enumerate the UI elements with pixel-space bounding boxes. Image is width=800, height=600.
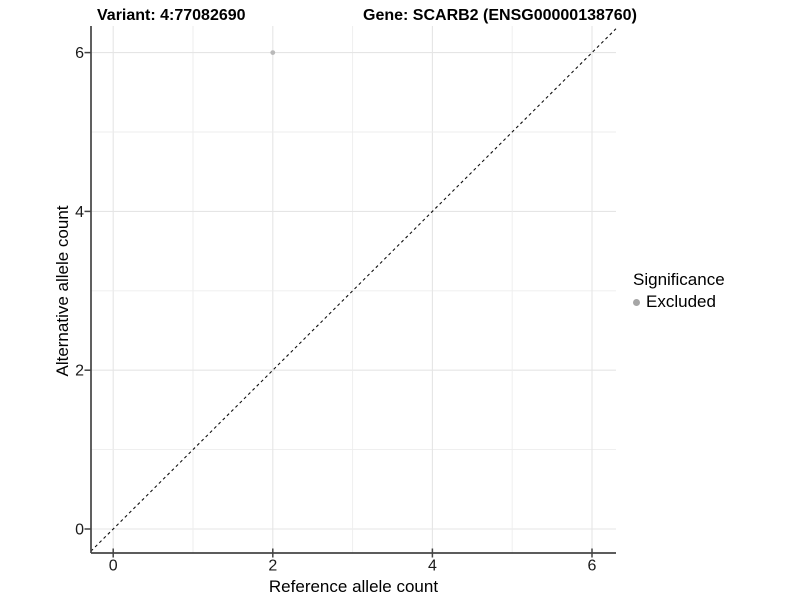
y-axis-title: Alternative allele count <box>53 205 72 377</box>
x-tick-label: 4 <box>428 558 437 575</box>
identity-line <box>90 28 617 552</box>
legend-title: Significance <box>633 270 725 289</box>
plot-title-gene: Gene: SCARB2 (ENSG00000138760) <box>363 7 637 24</box>
legend-item-label: Excluded <box>646 292 716 311</box>
x-axis-title: Reference allele count <box>268 577 439 596</box>
data-point <box>270 50 276 55</box>
y-tick-label: 2 <box>75 363 84 380</box>
legend-item: Excluded <box>633 292 725 312</box>
y-tick-label: 4 <box>75 204 84 221</box>
legend-key-dot-icon <box>633 298 640 306</box>
y-tick-label: 0 <box>75 522 84 539</box>
x-tick-label: 2 <box>268 558 277 575</box>
plot-title-variant: Variant: 4:77082690 <box>97 7 246 24</box>
legend: Significance Excluded <box>633 269 725 312</box>
y-tick-label: 6 <box>75 45 84 62</box>
legend-items: Excluded <box>633 292 725 312</box>
x-tick-label: 6 <box>588 558 597 575</box>
x-tick-label: 0 <box>109 558 118 575</box>
